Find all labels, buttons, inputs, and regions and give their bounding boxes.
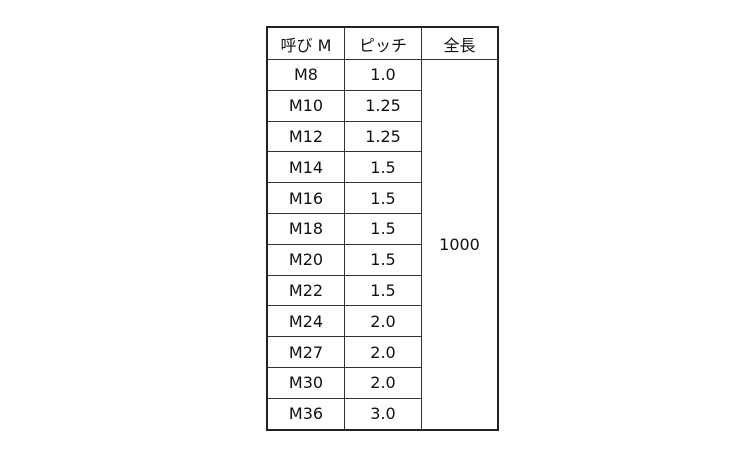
spec-table: 呼び M ピッチ 全長 M8 1.0 1000 M10 1.25 M12 1.25 M14 1.… [266, 26, 499, 431]
cell-size: M14 [266, 151, 345, 184]
cell-pitch: 1.25 [344, 120, 422, 153]
header-pitch: ピッチ [344, 26, 422, 60]
cell-size: M20 [266, 243, 345, 276]
table-row: M24 2.0 [266, 305, 498, 338]
cell-size: M30 [266, 366, 345, 399]
header-nominal-size: 呼び M [266, 26, 345, 60]
cell-length: 1000 [421, 58, 499, 431]
table-row: M36 3.0 [266, 397, 498, 431]
cell-pitch: 1.5 [344, 274, 422, 307]
cell-pitch: 1.5 [344, 151, 422, 184]
cell-pitch: 2.0 [344, 305, 422, 338]
cell-size: M18 [266, 212, 345, 245]
cell-size: M22 [266, 274, 345, 307]
cell-pitch: 1.5 [344, 243, 422, 276]
table-row: M16 1.5 [266, 182, 498, 214]
table-row: M27 2.0 [266, 336, 498, 368]
table-row: M10 1.25 [266, 89, 498, 122]
table-row: M20 1.5 [266, 243, 498, 276]
cell-pitch: 3.0 [344, 397, 422, 431]
cell-size: M27 [266, 336, 345, 368]
cell-size: M8 [266, 59, 345, 91]
table-row: M8 1.0 1000 [266, 58, 499, 431]
table-row: M22 1.5 [266, 274, 498, 307]
cell-pitch: 2.0 [344, 366, 422, 399]
table-row: M18 1.5 [266, 212, 498, 245]
cell-size: M24 [266, 305, 345, 338]
table-row: M30 2.0 [266, 366, 498, 399]
cell-pitch: 1.0 [344, 59, 422, 91]
header-length: 全長 [421, 26, 499, 60]
cell-pitch: 1.5 [344, 212, 422, 245]
cell-size: M12 [266, 120, 345, 153]
cell-pitch: 1.5 [344, 182, 422, 214]
cell-pitch: 1.25 [344, 89, 422, 122]
table-row: M12 1.25 [266, 120, 498, 153]
cell-size: M36 [266, 397, 345, 431]
cell-size: M10 [266, 89, 345, 122]
header-row: 呼び M ピッチ 全長 [266, 26, 499, 60]
cell-pitch: 2.0 [344, 336, 422, 368]
cell-size: M16 [266, 182, 345, 214]
table-row: M14 1.5 [266, 151, 498, 184]
